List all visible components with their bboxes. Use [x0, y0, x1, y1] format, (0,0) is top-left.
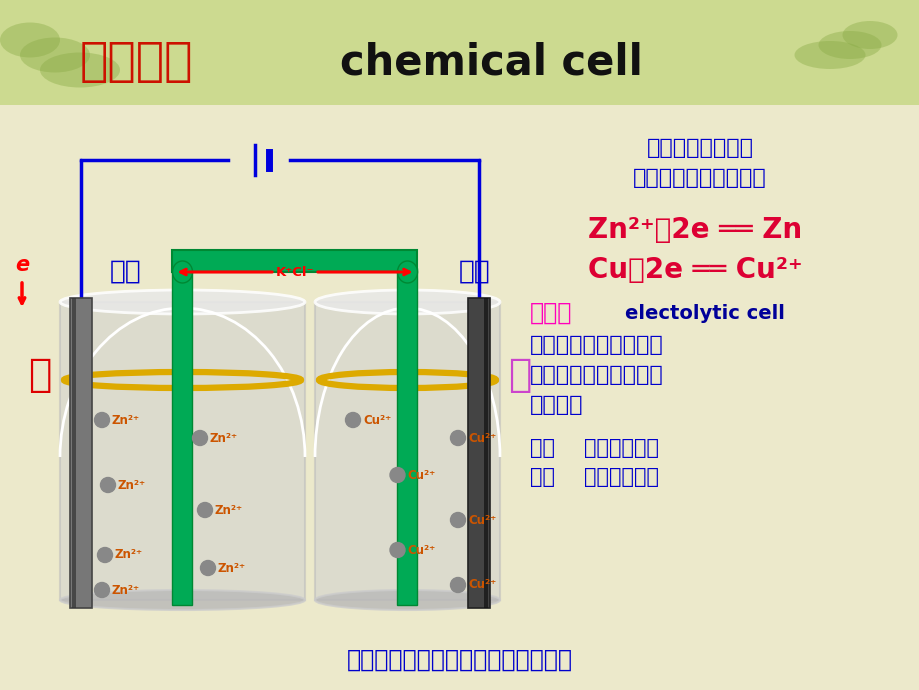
Bar — [173, 250, 417, 272]
Text: Zn²⁺＋2e ══ Zn: Zn²⁺＋2e ══ Zn — [587, 216, 801, 244]
Text: 当外加电源的电动: 当外加电源的电动 — [646, 138, 753, 158]
Bar — [72, 298, 76, 608]
Text: 化学电池: 化学电池 — [80, 39, 193, 84]
Circle shape — [390, 542, 404, 558]
Text: e: e — [15, 255, 29, 275]
Text: 在两电极上施加一定电: 在两电极上施加一定电 — [529, 335, 663, 355]
Bar — [0, 0, 919, 105]
Ellipse shape — [842, 21, 897, 49]
Bar — [468, 298, 490, 608]
Text: 化学电池: 化学电池 — [529, 395, 583, 415]
Ellipse shape — [60, 590, 305, 610]
Ellipse shape — [794, 41, 865, 69]
Circle shape — [97, 547, 112, 562]
Circle shape — [100, 477, 116, 493]
Text: Zn²⁺: Zn²⁺ — [210, 431, 238, 444]
Circle shape — [95, 413, 109, 428]
Circle shape — [390, 468, 404, 482]
Bar — [60, 302, 305, 600]
Text: Cu²⁺: Cu²⁺ — [407, 469, 436, 482]
Text: electolytic cell: electolytic cell — [624, 304, 784, 322]
Text: Zn²⁺: Zn²⁺ — [115, 549, 143, 562]
Text: 电解池: 电解池 — [529, 301, 572, 325]
Text: K⁺Cl⁻: K⁺Cl⁻ — [276, 266, 314, 279]
Text: Cu²⁺: Cu²⁺ — [363, 413, 391, 426]
Text: 势大于电池的电动势时: 势大于电池的电动势时 — [632, 168, 766, 188]
Text: 压电极反应才能进行的: 压电极反应才能进行的 — [529, 365, 663, 385]
Text: ＋: ＋ — [508, 356, 531, 394]
Circle shape — [346, 413, 360, 428]
Circle shape — [450, 431, 465, 446]
Text: Zn²⁺: Zn²⁺ — [118, 478, 146, 491]
Text: Cu²⁺: Cu²⁺ — [407, 544, 436, 557]
Bar — [0, 105, 919, 690]
Bar — [70, 298, 92, 608]
Text: 阴极: 阴极 — [110, 259, 142, 285]
Text: Cu－2e ══ Cu²⁺: Cu－2e ══ Cu²⁺ — [587, 256, 801, 284]
Ellipse shape — [60, 290, 305, 314]
Circle shape — [200, 560, 215, 575]
Ellipse shape — [818, 31, 880, 59]
Ellipse shape — [314, 590, 499, 610]
Text: Cu²⁺: Cu²⁺ — [468, 431, 495, 444]
Ellipse shape — [40, 52, 119, 88]
Text: 阳极    发生氧化反应: 阳极 发生氧化反应 — [529, 438, 658, 458]
Text: Cu²⁺: Cu²⁺ — [468, 513, 495, 526]
Ellipse shape — [20, 37, 90, 72]
Circle shape — [450, 513, 465, 527]
Circle shape — [95, 582, 109, 598]
Circle shape — [192, 431, 208, 446]
Text: Cu²⁺: Cu²⁺ — [468, 578, 495, 591]
Text: 阳极: 阳极 — [458, 259, 490, 285]
Text: Zn²⁺: Zn²⁺ — [112, 584, 140, 596]
Ellipse shape — [173, 261, 192, 283]
Bar — [173, 268, 192, 605]
Text: 阴极    发生还原反应: 阴极 发生还原反应 — [529, 467, 658, 487]
Text: Zn²⁺: Zn²⁺ — [215, 504, 243, 517]
Text: －: － — [28, 356, 51, 394]
Text: 电解池中阳极作正极，阴极作负极。: 电解池中阳极作正极，阴极作负极。 — [346, 648, 573, 672]
Text: Zn²⁺: Zn²⁺ — [218, 562, 246, 575]
Bar — [483, 298, 487, 608]
Text: Zn²⁺: Zn²⁺ — [112, 413, 140, 426]
Ellipse shape — [314, 290, 499, 314]
Bar — [397, 268, 417, 605]
Circle shape — [198, 502, 212, 518]
Ellipse shape — [0, 23, 60, 57]
Bar — [314, 302, 499, 600]
Circle shape — [450, 578, 465, 593]
Text: chemical cell: chemical cell — [340, 41, 642, 83]
Ellipse shape — [397, 261, 417, 283]
